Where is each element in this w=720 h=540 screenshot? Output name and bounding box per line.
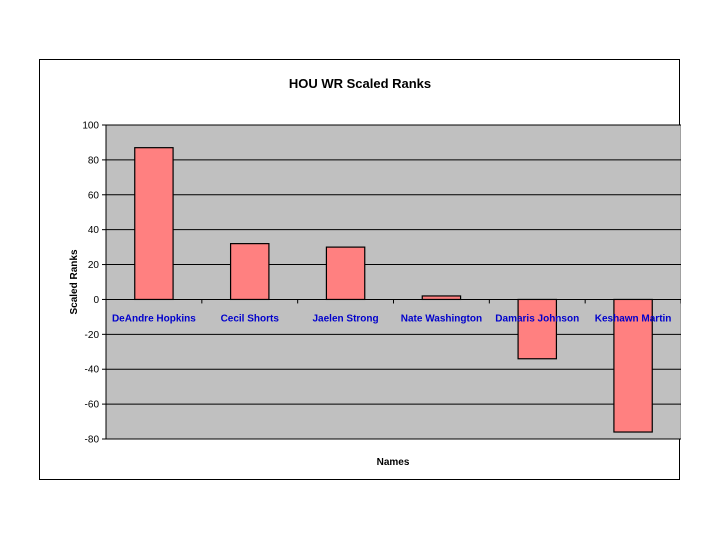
y-tick-label: 100 (82, 121, 99, 132)
y-tick-label: 0 (93, 295, 99, 306)
plot-area (105, 124, 681, 440)
y-tick-label: -60 (85, 400, 100, 411)
y-tick-label: 80 (88, 155, 100, 166)
bar-keshawn-martin (613, 298, 653, 433)
chart: HOU WR Scaled Ranks 100 80 60 40 20 0 -20 -40 -6… (69, 76, 681, 468)
category-label: Jaelen Strong (313, 313, 379, 324)
category-label: Keshawn Martin (595, 313, 672, 324)
bar-damaris-johnson (517, 298, 558, 360)
category-label: Damaris Johnson (495, 313, 579, 324)
y-tick-label: 40 (88, 225, 100, 236)
y-tick-label: 20 (88, 260, 100, 271)
category-label: DeAndre Hopkins (112, 313, 196, 324)
y-tick-label: -40 (85, 365, 100, 376)
bar-jaelen-strong (325, 246, 366, 301)
chart-frame: HOU WR Scaled Ranks 100 80 60 40 20 0 -20 -40 -6… (39, 59, 681, 480)
category-label: Nate Washington (401, 313, 482, 324)
y-tick-label: -20 (85, 330, 100, 341)
y-axis-ticks: 100 80 60 40 20 0 -20 -40 -60 -80 (82, 121, 107, 446)
x-axis-label: Names (377, 457, 410, 468)
category-labels: DeAndre Hopkins Cecil Shorts Jaelen Strong… (112, 313, 671, 324)
y-tick-label: -80 (85, 435, 100, 446)
y-axis-label: Scaled Ranks (69, 249, 80, 314)
category-label: Cecil Shorts (221, 313, 280, 324)
bar-nate-washington (421, 295, 462, 301)
bar-deandre-hopkins (134, 147, 174, 301)
y-tick-label: 60 (88, 190, 100, 201)
chart-title: HOU WR Scaled Ranks (289, 76, 431, 91)
bar-cecil-shorts (229, 243, 270, 301)
bars (105, 147, 681, 433)
